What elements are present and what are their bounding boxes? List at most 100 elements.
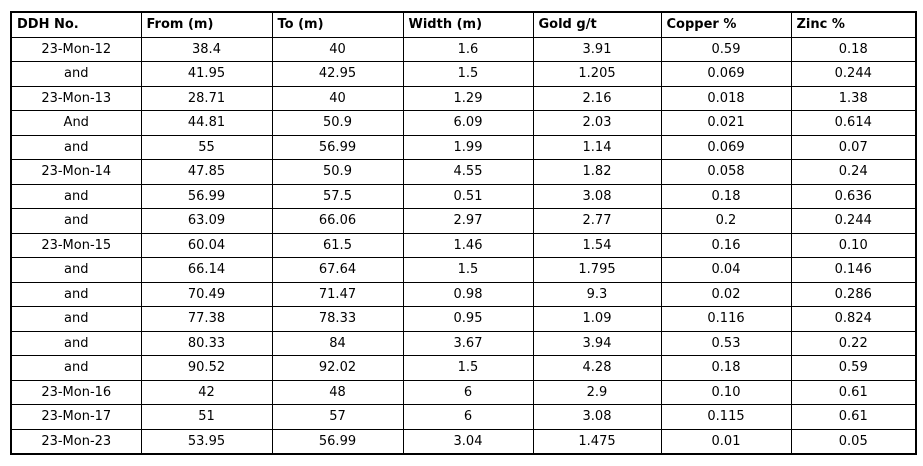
- cell-gold: 1.82: [532, 159, 662, 185]
- cell-ddh: 23-Mon-14: [10, 159, 142, 185]
- column-header-from: From (m): [140, 11, 273, 38]
- column-header-gold: Gold g/t: [532, 11, 662, 38]
- cell-ddh: 23-Mon-13: [10, 85, 142, 111]
- table-row: 23-Mon-23 53.95 56.99 3.04 1.475 0.01 0.05: [10, 428, 917, 455]
- cell-width: 6: [402, 404, 534, 430]
- cell-copper: 0.18: [660, 355, 792, 381]
- cell-width: 6: [402, 379, 534, 405]
- cell-ddh: and: [10, 330, 142, 356]
- cell-zinc: 0.18: [790, 36, 917, 62]
- cell-zinc: 0.05: [790, 428, 917, 455]
- cell-from: 66.14: [140, 257, 273, 283]
- cell-to: 42.95: [271, 61, 404, 87]
- cell-gold: 3.91: [532, 36, 662, 62]
- table-row: and 41.95 42.95 1.5 1.205 0.069 0.244: [10, 61, 917, 87]
- header-row: DDH No. From (m) To (m) Width (m) Gold g…: [10, 11, 917, 38]
- column-header-to: To (m): [271, 11, 404, 38]
- cell-gold: 2.77: [532, 208, 662, 234]
- column-header-zinc: Zinc %: [790, 11, 917, 38]
- table-row: and 55 56.99 1.99 1.14 0.069 0.07: [10, 134, 917, 160]
- cell-zinc: 0.61: [790, 404, 917, 430]
- cell-width: 1.6: [402, 36, 534, 62]
- cell-gold: 2.9: [532, 379, 662, 405]
- cell-to: 71.47: [271, 281, 404, 307]
- cell-width: 1.99: [402, 134, 534, 160]
- cell-zinc: 0.61: [790, 379, 917, 405]
- cell-ddh: and: [10, 208, 142, 234]
- cell-width: 0.98: [402, 281, 534, 307]
- cell-from: 90.52: [140, 355, 273, 381]
- cell-to: 67.64: [271, 257, 404, 283]
- cell-zinc: 0.244: [790, 208, 917, 234]
- cell-copper: 0.59: [660, 36, 792, 62]
- cell-to: 50.9: [271, 159, 404, 185]
- column-header-copper: Copper %: [660, 11, 792, 38]
- cell-gold: 1.14: [532, 134, 662, 160]
- cell-ddh: and: [10, 134, 142, 160]
- cell-zinc: 0.244: [790, 61, 917, 87]
- cell-to: 57: [271, 404, 404, 430]
- cell-width: 1.5: [402, 257, 534, 283]
- cell-copper: 0.115: [660, 404, 792, 430]
- cell-gold: 3.94: [532, 330, 662, 356]
- cell-from: 42: [140, 379, 273, 405]
- table-body: 23-Mon-12 38.4 40 1.6 3.91 0.59 0.18 and 41.95 4…: [10, 36, 917, 455]
- table-row: 23-Mon-13 28.71 40 1.29 2.16 0.018 1.38: [10, 85, 917, 111]
- table-row: 23-Mon-15 60.04 61.5 1.46 1.54 0.16 0.10: [10, 232, 917, 258]
- cell-to: 61.5: [271, 232, 404, 258]
- cell-from: 51: [140, 404, 273, 430]
- cell-from: 28.71: [140, 85, 273, 111]
- cell-gold: 1.475: [532, 428, 662, 455]
- cell-from: 63.09: [140, 208, 273, 234]
- cell-to: 66.06: [271, 208, 404, 234]
- cell-ddh: and: [10, 61, 142, 87]
- cell-gold: 1.09: [532, 306, 662, 332]
- cell-copper: 0.18: [660, 183, 792, 209]
- cell-gold: 2.03: [532, 110, 662, 136]
- cell-ddh: and: [10, 355, 142, 381]
- table-row: and 80.33 84 3.67 3.94 0.53 0.22: [10, 330, 917, 356]
- cell-width: 1.46: [402, 232, 534, 258]
- cell-zinc: 0.07: [790, 134, 917, 160]
- table-row: And 44.81 50.9 6.09 2.03 0.021 0.614: [10, 110, 917, 136]
- cell-gold: 1.795: [532, 257, 662, 283]
- table-row: and 66.14 67.64 1.5 1.795 0.04 0.146: [10, 257, 917, 283]
- cell-zinc: 0.146: [790, 257, 917, 283]
- cell-zinc: 0.59: [790, 355, 917, 381]
- cell-gold: 3.08: [532, 183, 662, 209]
- cell-width: 1.29: [402, 85, 534, 111]
- table-row: 23-Mon-16 42 48 6 2.9 0.10 0.61: [10, 379, 917, 405]
- cell-width: 1.5: [402, 61, 534, 87]
- cell-to: 56.99: [271, 428, 404, 455]
- cell-from: 70.49: [140, 281, 273, 307]
- table-row: and 77.38 78.33 0.95 1.09 0.116 0.824: [10, 306, 917, 332]
- cell-from: 38.4: [140, 36, 273, 62]
- cell-ddh: and: [10, 183, 142, 209]
- cell-to: 40: [271, 36, 404, 62]
- table-row: 23-Mon-17 51 57 6 3.08 0.115 0.61: [10, 404, 917, 430]
- cell-width: 0.95: [402, 306, 534, 332]
- cell-width: 6.09: [402, 110, 534, 136]
- cell-copper: 0.02: [660, 281, 792, 307]
- cell-ddh: And: [10, 110, 142, 136]
- cell-ddh: 23-Mon-16: [10, 379, 142, 405]
- cell-from: 80.33: [140, 330, 273, 356]
- cell-zinc: 0.22: [790, 330, 917, 356]
- cell-zinc: 0.286: [790, 281, 917, 307]
- cell-copper: 0.116: [660, 306, 792, 332]
- cell-copper: 0.01: [660, 428, 792, 455]
- cell-from: 56.99: [140, 183, 273, 209]
- cell-ddh: 23-Mon-17: [10, 404, 142, 430]
- cell-copper: 0.04: [660, 257, 792, 283]
- cell-zinc: 0.636: [790, 183, 917, 209]
- cell-copper: 0.058: [660, 159, 792, 185]
- cell-to: 84: [271, 330, 404, 356]
- cell-to: 92.02: [271, 355, 404, 381]
- cell-copper: 0.069: [660, 61, 792, 87]
- cell-copper: 0.018: [660, 85, 792, 111]
- cell-gold: 9.3: [532, 281, 662, 307]
- cell-width: 3.67: [402, 330, 534, 356]
- cell-from: 44.81: [140, 110, 273, 136]
- cell-gold: 4.28: [532, 355, 662, 381]
- column-header-ddh: DDH No.: [10, 11, 142, 38]
